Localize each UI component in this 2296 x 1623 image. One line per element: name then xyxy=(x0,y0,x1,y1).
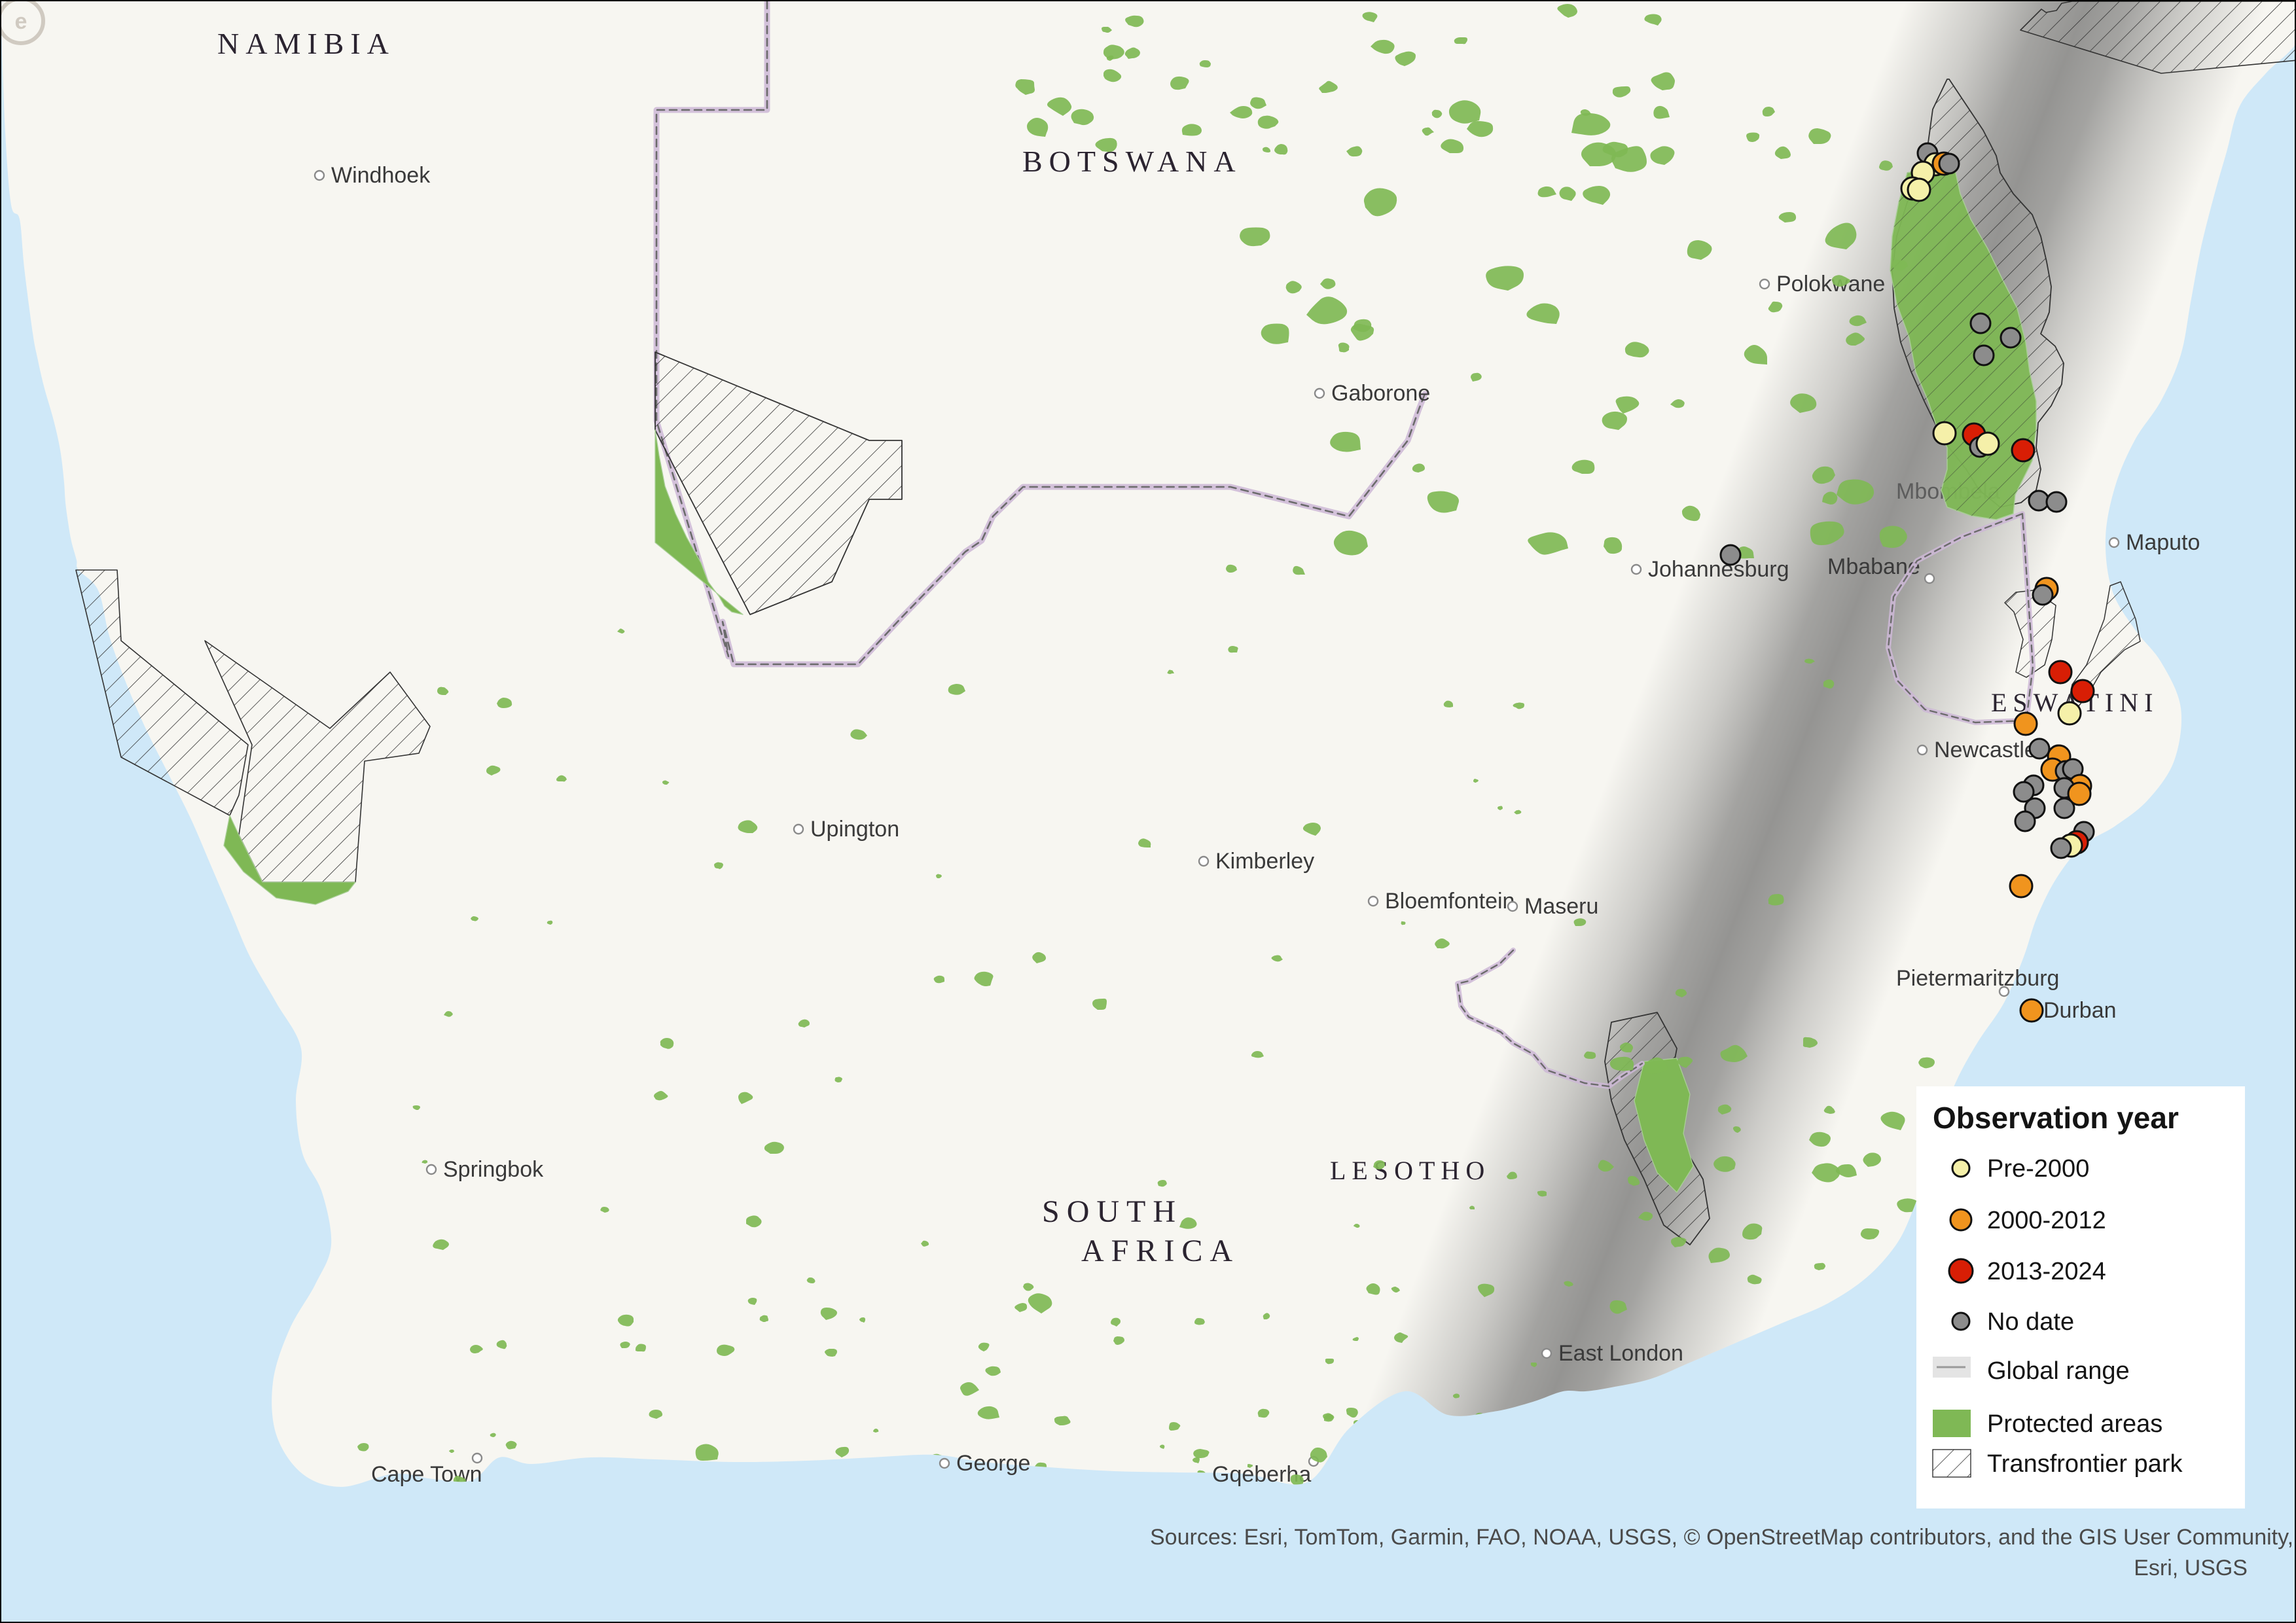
svg-text:Springbok: Springbok xyxy=(443,1157,544,1182)
svg-text:Maseru: Maseru xyxy=(1524,894,1598,919)
svg-text:2000-2012: 2000-2012 xyxy=(1987,1207,2106,1234)
svg-text:e: e xyxy=(15,9,27,34)
svg-text:Durban: Durban xyxy=(2043,998,2117,1023)
svg-text:Bloemfontein: Bloemfontein xyxy=(1385,889,1515,914)
svg-text:Polokwane: Polokwane xyxy=(1776,272,1885,296)
svg-text:Pre-2000: Pre-2000 xyxy=(1987,1155,2089,1183)
svg-text:AFRICA: AFRICA xyxy=(1081,1234,1240,1268)
svg-text:George: George xyxy=(956,1451,1030,1476)
svg-text:SOUTH: SOUTH xyxy=(1042,1194,1183,1229)
svg-text:LESOTHO: LESOTHO xyxy=(1330,1156,1490,1185)
svg-text:Johannesburg: Johannesburg xyxy=(1648,557,1789,582)
svg-text:Newcastle: Newcastle xyxy=(1934,738,2037,762)
svg-text:Kimberley: Kimberley xyxy=(1215,849,1314,874)
svg-text:Protected areas: Protected areas xyxy=(1987,1410,2162,1438)
svg-text:2013-2024: 2013-2024 xyxy=(1987,1258,2106,1285)
svg-text:East London: East London xyxy=(1558,1341,1683,1366)
svg-text:Maputo: Maputo xyxy=(2126,530,2200,555)
svg-text:Windhoek: Windhoek xyxy=(331,163,431,188)
svg-text:Observation year: Observation year xyxy=(1933,1101,2179,1135)
svg-text:Upington: Upington xyxy=(810,817,899,842)
svg-text:Transfrontier park: Transfrontier park xyxy=(1987,1450,2183,1478)
svg-text:Cape Town: Cape Town xyxy=(371,1462,482,1487)
svg-text:Gaborone: Gaborone xyxy=(1331,381,1430,406)
svg-text:Pietermaritzburg: Pietermaritzburg xyxy=(1896,966,2059,991)
svg-text:Global range: Global range xyxy=(1987,1357,2130,1385)
svg-text:Sources: Esri, TomTom, Garmin,: Sources: Esri, TomTom, Garmin, FAO, NOAA… xyxy=(1150,1525,2293,1550)
svg-text:No date: No date xyxy=(1987,1308,2074,1336)
svg-text:NAMIBIA: NAMIBIA xyxy=(217,27,395,60)
svg-text:BOTSWANA: BOTSWANA xyxy=(1022,145,1242,178)
svg-text:Esri, USGS: Esri, USGS xyxy=(2134,1556,2248,1580)
